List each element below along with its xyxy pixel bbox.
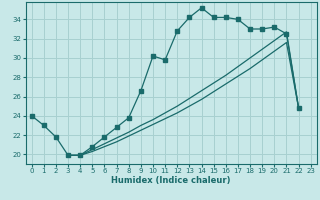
X-axis label: Humidex (Indice chaleur): Humidex (Indice chaleur) [111,176,231,185]
